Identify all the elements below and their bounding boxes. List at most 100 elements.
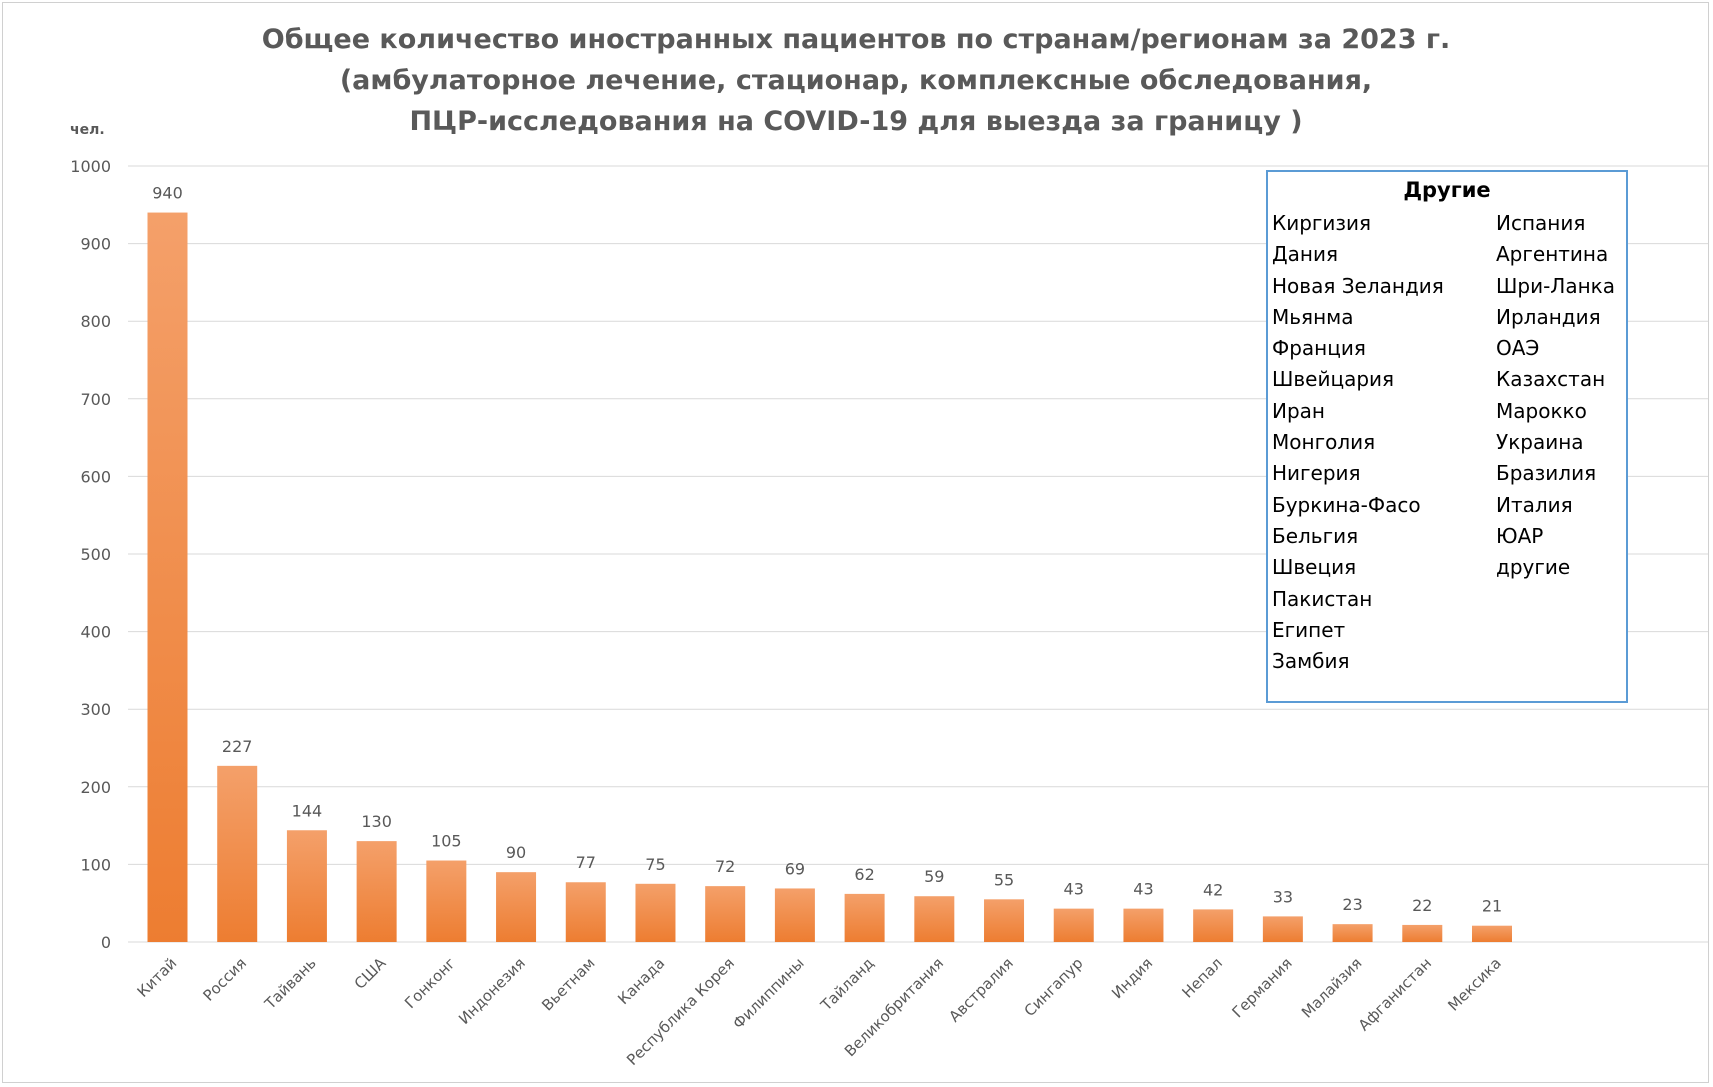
others-country: ОАЭ	[1496, 336, 1540, 361]
data-label: 43	[1064, 880, 1084, 899]
data-label: 55	[994, 870, 1014, 889]
others-country: Украина	[1496, 430, 1584, 455]
category-label: Канада	[614, 954, 668, 1008]
others-legend-box: Другие Киргизия Дания Новая Зеландия Мьянма…	[1266, 170, 1628, 703]
bar	[496, 872, 537, 942]
others-title: Другие	[1403, 178, 1491, 202]
y-tick-label: 100	[80, 855, 111, 874]
chart-title-line-3: ПЦР-исследования на COVID-19 для выезда …	[409, 106, 1302, 137]
data-label: 23	[1342, 895, 1362, 914]
data-label: 22	[1412, 896, 1432, 915]
bar	[1332, 924, 1373, 942]
others-country: Киргизия	[1272, 211, 1372, 235]
y-tick-label: 0	[101, 933, 111, 952]
others-country: Новая Зеландия	[1272, 273, 1444, 298]
bar	[426, 860, 467, 942]
data-label: 105	[431, 832, 462, 851]
bars	[147, 212, 1512, 942]
category-label: Непал	[1179, 954, 1226, 1001]
others-country: Бразилия	[1496, 461, 1597, 486]
bar	[286, 830, 327, 942]
category-label: Австралия	[945, 954, 1017, 1026]
bar	[774, 888, 815, 942]
category-label: Тайвань	[260, 954, 319, 1013]
category-label: Вьетнам	[538, 954, 598, 1014]
data-label: 43	[1133, 880, 1153, 899]
others-country: Пакистан	[1272, 586, 1373, 611]
others-list-right: Испания Аргентина Шри-Ланка Ирландия ОАЭ Каза…	[1496, 208, 1615, 584]
bar	[565, 882, 606, 942]
data-label: 130	[361, 812, 392, 831]
data-label: 59	[924, 867, 944, 886]
category-label: Индонезия	[455, 954, 529, 1028]
bar	[914, 896, 955, 942]
data-label: 940	[152, 184, 183, 203]
bar	[217, 765, 258, 942]
data-label: 90	[506, 843, 526, 862]
y-axis-ticks: 0 100 200 300 400 500 600 700 800 900 1000	[70, 157, 111, 952]
data-label: 62	[854, 865, 874, 884]
others-list-left: Киргизия Дания Новая Зеландия Мьянма Франция…	[1272, 208, 1444, 677]
bar	[147, 212, 188, 942]
y-axis-unit-label: чел.	[70, 122, 105, 138]
category-label: Китай	[134, 954, 181, 1001]
data-label: 227	[222, 737, 253, 756]
others-country: Марокко	[1496, 398, 1587, 423]
others-country: Дания	[1272, 242, 1338, 267]
data-label: 33	[1273, 887, 1293, 906]
category-label: Афганистан	[1355, 954, 1435, 1034]
category-label: Малайзия	[1298, 954, 1365, 1021]
others-country: Швеция	[1272, 555, 1357, 580]
data-label: 77	[576, 853, 596, 872]
chart-title-line-2: (амбулаторное лечение, стационар, компле…	[340, 65, 1372, 96]
bar	[705, 886, 746, 942]
y-tick-label: 900	[80, 235, 111, 254]
category-label: США	[351, 954, 390, 993]
y-tick-label: 400	[80, 623, 111, 642]
y-tick-label: 1000	[70, 157, 111, 176]
others-country: Ирландия	[1496, 304, 1601, 329]
others-country: Франция	[1272, 336, 1366, 361]
chart-title-line-1: Общее количество иностранных пациентов п…	[262, 24, 1451, 55]
others-country: другие	[1496, 555, 1571, 580]
bar	[1123, 908, 1164, 942]
bar	[1262, 916, 1303, 942]
bar	[356, 841, 397, 942]
bar	[984, 899, 1025, 942]
bar	[635, 883, 676, 942]
others-country: Мьянма	[1272, 304, 1354, 329]
others-country: Нигерия	[1272, 461, 1361, 486]
data-label: 144	[292, 801, 323, 820]
others-country: Египет	[1272, 617, 1346, 642]
others-country: Замбия	[1272, 649, 1350, 674]
y-tick-label: 600	[80, 467, 111, 486]
category-label: Мексика	[1444, 954, 1504, 1014]
category-label: Индия	[1108, 954, 1156, 1002]
others-country: Италия	[1496, 492, 1573, 517]
bar	[1053, 908, 1094, 942]
data-label: 75	[645, 855, 665, 874]
category-label: Филиппины	[729, 954, 807, 1032]
others-country: Шри-Ланка	[1496, 273, 1616, 298]
data-label: 69	[785, 859, 805, 878]
bar	[844, 893, 885, 942]
data-labels: 940 227 144 130 105 90 77 75 72 69 62 59 55 43 43 42 33 2…	[152, 184, 1502, 916]
data-label: 72	[715, 857, 735, 876]
category-label: Сингапур	[1021, 954, 1087, 1020]
others-country: Испания	[1496, 211, 1586, 235]
y-tick-label: 800	[80, 312, 111, 331]
y-tick-label: 200	[80, 778, 111, 797]
others-country: ЮАР	[1496, 523, 1544, 548]
category-label: Германия	[1229, 954, 1296, 1021]
data-label: 21	[1482, 897, 1502, 916]
y-tick-label: 500	[80, 545, 111, 564]
category-label: Тайланд	[817, 954, 878, 1015]
category-label: Россия	[199, 954, 250, 1005]
others-country: Швейцария	[1272, 367, 1395, 392]
data-label: 42	[1203, 880, 1223, 899]
y-tick-label: 700	[80, 390, 111, 409]
others-country: Аргентина	[1496, 242, 1609, 267]
